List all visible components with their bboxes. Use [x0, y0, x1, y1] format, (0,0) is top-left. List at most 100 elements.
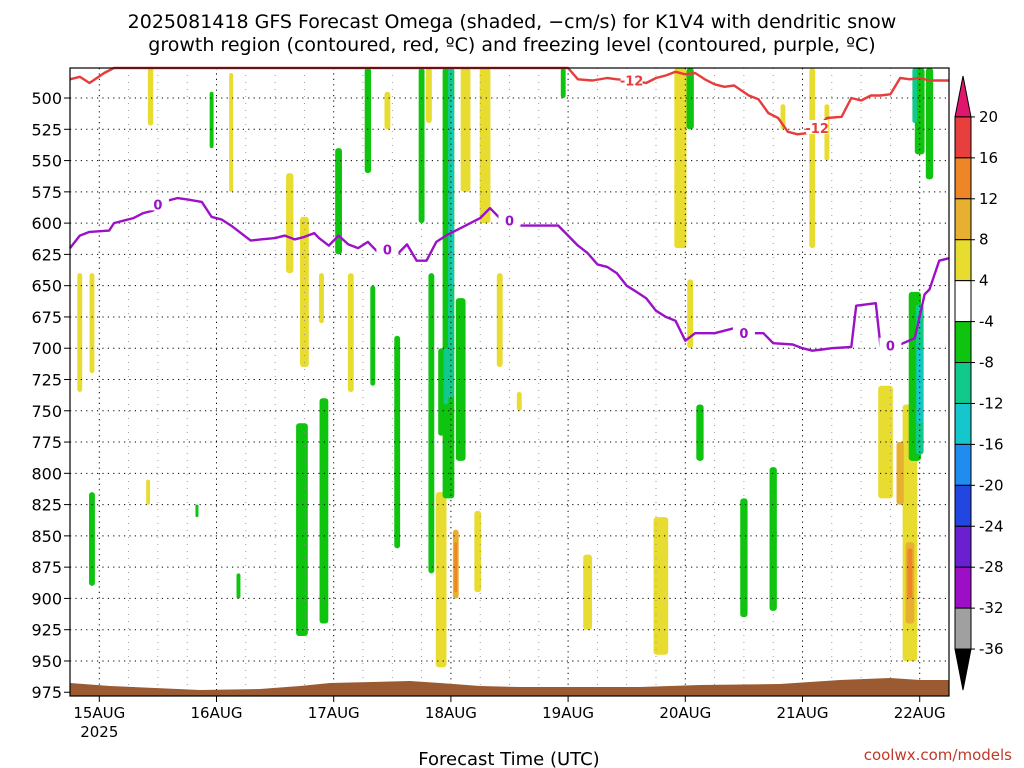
freezing-level-contour-label-bg: [146, 196, 169, 211]
y-tick-label-950: 950: [31, 652, 62, 671]
x-tick-label-21AUG: 21AUG: [777, 704, 829, 722]
omega-shade-4-16: [496, 273, 503, 367]
y-tick-label-600: 600: [31, 214, 62, 233]
omega-shade--4-7: [394, 335, 401, 549]
colorbar-label-20: 20: [979, 108, 998, 126]
omega-shade-4-18: [583, 554, 593, 630]
terrain-strip: [70, 678, 949, 696]
colorbar-label--4: -4: [979, 313, 994, 331]
omega-shade-12-0: [454, 542, 458, 593]
colorbar-label--28: -28: [979, 558, 1004, 576]
x-tick-label-18AUG: 18AUG: [425, 704, 477, 722]
colorbar-segment-8: [954, 402, 972, 445]
freezing-level-contour-label-2: 0: [505, 215, 514, 230]
y-tick-label-625: 625: [31, 245, 62, 264]
omega-shade-4-3: [146, 479, 151, 505]
x-tick-label-19AUG: 19AUG: [542, 704, 594, 722]
omega-shade-4-1: [77, 273, 83, 393]
omega-shade--4-13: [560, 68, 566, 99]
colorbar-label-8: 8: [979, 231, 989, 249]
omega-shade--4-4: [335, 148, 343, 255]
colorbar-label--12: -12: [979, 394, 1004, 412]
omega-shade--4-15: [696, 404, 704, 461]
dgz-minus12-contour-label-bg: [806, 120, 829, 135]
omega-shade--4-14: [686, 68, 694, 130]
colorbar-segment-2: [954, 157, 972, 200]
chart-title-line2: growth region (contoured, red, ºC) and f…: [148, 34, 875, 56]
omega-shading: [77, 68, 934, 668]
y-tick-label-500: 500: [31, 89, 62, 108]
colorbar-segment-12: [954, 566, 972, 609]
omega-shade-12-1: [907, 548, 913, 599]
omega-shade-4-4: [229, 73, 234, 192]
omega-shade-4-0: [147, 68, 154, 126]
omega-shade-4-13: [460, 68, 471, 192]
colorbar-segment-4: [954, 239, 972, 282]
omega-shade--12-1: [916, 348, 923, 424]
omega-shade-4-17: [516, 392, 522, 411]
omega-shade--4-16: [740, 498, 748, 618]
y-tick-label-575: 575: [31, 183, 62, 202]
colorbar: 20 16 12 8 4 -4 -8 -12 -16 -20 -24 -28 -32 -36: [954, 75, 1004, 691]
y-tick-label-650: 650: [31, 277, 62, 296]
colorbar-label--8: -8: [979, 354, 994, 372]
y-tick-label-925: 925: [31, 621, 62, 640]
x-tick-label-22AUG: 22AUG: [894, 704, 946, 722]
omega-shade--4-19: [925, 68, 934, 180]
omega-shade--4-9: [428, 273, 435, 574]
omega-shade-4-11: [425, 68, 432, 124]
omega-shade--4-1: [209, 91, 214, 149]
omega-shade--8-1: [443, 348, 449, 405]
colorbar-label-12: 12: [979, 190, 998, 208]
credit-text: coolwx.com/models: [864, 746, 1012, 764]
dgz-minus12-contour: [69, 66, 949, 136]
terrain-fill: [70, 678, 949, 696]
omega-shade--4-22: [236, 573, 241, 599]
omega-shade-4-9: [384, 91, 391, 130]
dgz-minus12-contour-label-1: -12: [805, 122, 829, 137]
freezing-level-contour-label-bg: [376, 241, 399, 256]
freezing-level-contour-label-3: 0: [739, 327, 748, 342]
colorbar-segment-6: [954, 321, 972, 364]
y-tick-label-750: 750: [31, 402, 62, 421]
x-tick-label-17AUG: 17AUG: [308, 704, 360, 722]
omega-shade--4-2: [296, 423, 308, 636]
omega-shade-4-2: [89, 273, 95, 374]
y-tick-label-900: 900: [31, 589, 62, 608]
omega-shade-4-7: [319, 273, 324, 324]
omega-shade--12-0: [450, 98, 454, 286]
y-tick-label-825: 825: [31, 496, 62, 515]
omega-shade--8-2: [912, 68, 918, 124]
x-tick-label-15AUG: 15AUG: [73, 704, 125, 722]
colorbar-label--16: -16: [979, 435, 1004, 453]
contours: 0 0 0 0 0 -12 -12: [69, 66, 950, 355]
colorbar-label--32: -32: [979, 599, 1004, 617]
y-tick-label-875: 875: [31, 558, 62, 577]
omega-shade--4-12: [455, 298, 466, 461]
omega-shade-4-23: [809, 68, 816, 249]
omega-shade--4-17: [769, 467, 777, 611]
colorbar-label--36: -36: [979, 640, 1004, 658]
y-tick-label-850: 850: [31, 527, 62, 546]
colorbar-segment-10: [954, 484, 972, 527]
y-tick-label-700: 700: [31, 339, 62, 358]
freezing-level-contour-label-0: 0: [153, 198, 162, 213]
omega-shade-4-21: [687, 279, 694, 349]
omega-shade-4-15: [479, 68, 491, 224]
colorbar-segment-13: [954, 607, 972, 650]
freezing-level-contour-label-1: 0: [383, 243, 392, 258]
colorbar-segment-5: [954, 280, 972, 323]
omega-shade--4-5: [364, 68, 372, 174]
omega-shade-4-6: [300, 216, 309, 367]
y-tick-label-975: 975: [31, 683, 62, 702]
dgz-minus12-contour-label-bg: [620, 72, 643, 87]
colorbar-segment-3: [954, 198, 972, 241]
colorbar-bottom-arrow: [954, 648, 972, 691]
omega-shade--4-3: [319, 398, 329, 624]
x-axis-label: Forecast Time (UTC): [418, 749, 599, 768]
freezing-level-contour-label-4: 0: [886, 340, 895, 355]
freezing-level-contour-label-bg: [879, 337, 902, 352]
omega-shade-4-14: [474, 510, 482, 593]
